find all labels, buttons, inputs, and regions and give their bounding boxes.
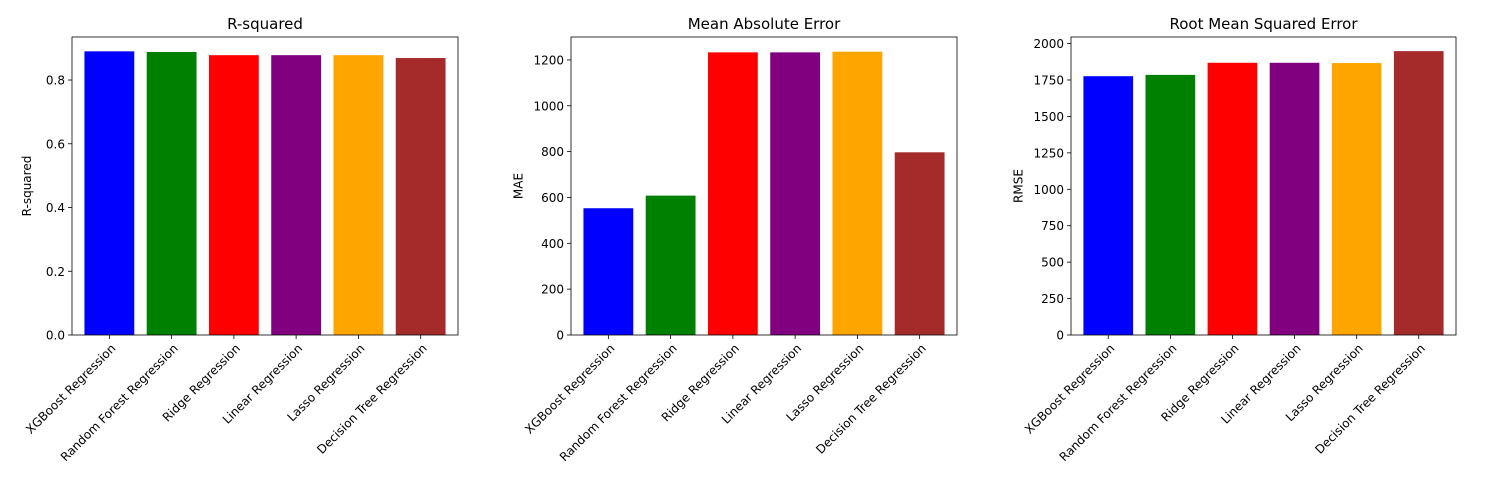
x-tick-label: Random Forest Regression <box>1057 341 1180 464</box>
y-tick-label: 0 <box>1056 329 1064 343</box>
bar-linear-regression <box>271 55 322 336</box>
y-tick-label: 200 <box>541 283 564 297</box>
x-tick-label: Random Forest Regression <box>557 341 680 464</box>
y-axis-label: R-squared <box>20 156 34 217</box>
y-tick-label: 1200 <box>533 53 564 67</box>
chart-title: Root Mean Squared Error <box>1169 15 1358 33</box>
y-tick-label: 750 <box>1041 219 1064 233</box>
y-tick-label: 1750 <box>1033 73 1064 87</box>
x-tick-label: Random Forest Regression <box>58 341 181 464</box>
y-axis-label: RMSE <box>1012 169 1026 203</box>
y-tick-label: 2000 <box>1033 37 1064 51</box>
bar-decision-tree-regression <box>1393 51 1444 335</box>
bar-xgboost-regression <box>583 208 634 335</box>
bar-random-forest-regression <box>1145 74 1196 335</box>
y-tick-label: 600 <box>541 191 564 205</box>
bar-ridge-regression <box>1207 62 1258 335</box>
y-tick-label: 800 <box>541 145 564 159</box>
bar-lasso-regression <box>832 51 883 336</box>
chart-title: R-squared <box>227 15 303 33</box>
y-tick-label: 1000 <box>533 99 564 113</box>
y-axis-label: MAE <box>512 173 526 199</box>
y-tick-label: 500 <box>1041 256 1064 270</box>
x-tick-label: Decision Tree Regression <box>813 341 929 457</box>
chart-title: Mean Absolute Error <box>688 15 841 33</box>
bar-xgboost-regression <box>84 51 135 336</box>
bar-decision-tree-regression <box>894 152 945 335</box>
y-tick-label: 1000 <box>1033 183 1064 197</box>
y-tick-label: 400 <box>541 237 564 251</box>
y-tick-label: 0.6 <box>46 137 65 151</box>
y-tick-label: 0.8 <box>46 74 65 88</box>
axes-frame <box>570 36 958 336</box>
y-tick-label: 250 <box>1041 292 1064 306</box>
y-tick-label: 0.4 <box>46 201 65 215</box>
bar-lasso-regression <box>1331 63 1382 335</box>
y-tick-label: 1500 <box>1033 110 1064 124</box>
y-tick-label: 1250 <box>1033 146 1064 160</box>
x-tick-label: Decision Tree Regression <box>1312 341 1428 457</box>
bar-linear-regression <box>1269 62 1320 335</box>
x-tick-label: Decision Tree Regression <box>314 341 430 457</box>
y-tick-label: 0 <box>556 329 564 343</box>
bar-ridge-regression <box>208 55 259 336</box>
bar-random-forest-regression <box>146 51 197 335</box>
bar-decision-tree-regression <box>395 58 446 335</box>
bar-ridge-regression <box>707 52 758 336</box>
bar-lasso-regression <box>333 55 384 336</box>
bar-linear-regression <box>770 52 821 336</box>
axes-frame <box>1070 36 1457 336</box>
y-tick-label: 0.0 <box>46 329 65 343</box>
bar-xgboost-regression <box>1083 76 1134 335</box>
y-tick-label: 0.2 <box>46 265 65 279</box>
axes-frame <box>71 36 459 336</box>
bar-random-forest-regression <box>645 195 696 335</box>
